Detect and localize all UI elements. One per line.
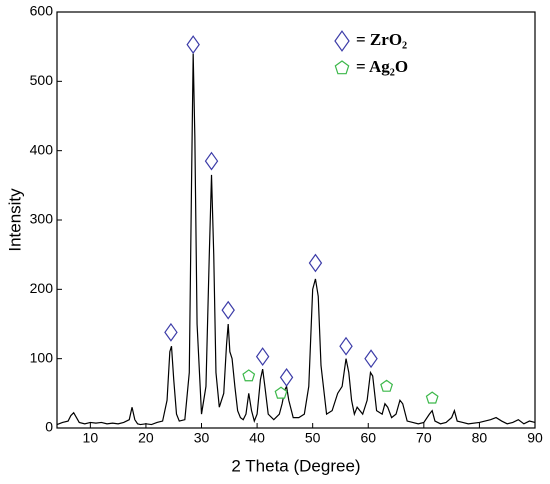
y-tick-label: 400 [30, 141, 54, 157]
plot-frame [56, 11, 536, 429]
diamond-marker [164, 322, 178, 342]
x-tick-label: 90 [527, 430, 543, 446]
diamond-marker [186, 35, 200, 55]
x-tick-label: 50 [305, 430, 321, 446]
legend-label: = Ag₂O [356, 57, 408, 76]
y-tick-label: 0 [45, 419, 53, 435]
diamond-marker [221, 300, 235, 320]
x-tick-label: 40 [249, 430, 265, 446]
pentagon-marker [380, 379, 394, 392]
legend-symbol [334, 60, 350, 75]
x-tick-label: 10 [83, 430, 99, 446]
y-tick-label: 500 [30, 72, 54, 88]
x-tick-label: 30 [194, 430, 210, 446]
y-tick-label: 600 [30, 3, 54, 19]
x-tick-label: 80 [472, 430, 488, 446]
y-tick-label: 200 [30, 280, 54, 296]
pentagon-marker [425, 391, 439, 404]
legend-label: = ZrO₂ [356, 30, 407, 49]
x-tick-label: 70 [416, 430, 432, 446]
legend-symbol [334, 30, 350, 52]
pentagon-marker [242, 369, 256, 382]
diamond-marker [204, 151, 219, 171]
diamond-marker [339, 336, 353, 356]
y-tick-label: 300 [30, 211, 54, 227]
xrd-line [56, 53, 536, 426]
y-tick-label: 100 [30, 349, 54, 365]
diamond-marker [279, 367, 294, 387]
diamond-marker [364, 349, 378, 369]
diamond-marker [308, 253, 323, 273]
x-axis-title: 2 Theta (Degree) [231, 456, 360, 475]
x-tick-label: 60 [360, 430, 376, 446]
y-axis-title: Intensity [5, 188, 24, 252]
x-tick-label: 20 [138, 430, 154, 446]
pentagon-marker [274, 386, 288, 399]
diamond-marker [255, 347, 270, 367]
